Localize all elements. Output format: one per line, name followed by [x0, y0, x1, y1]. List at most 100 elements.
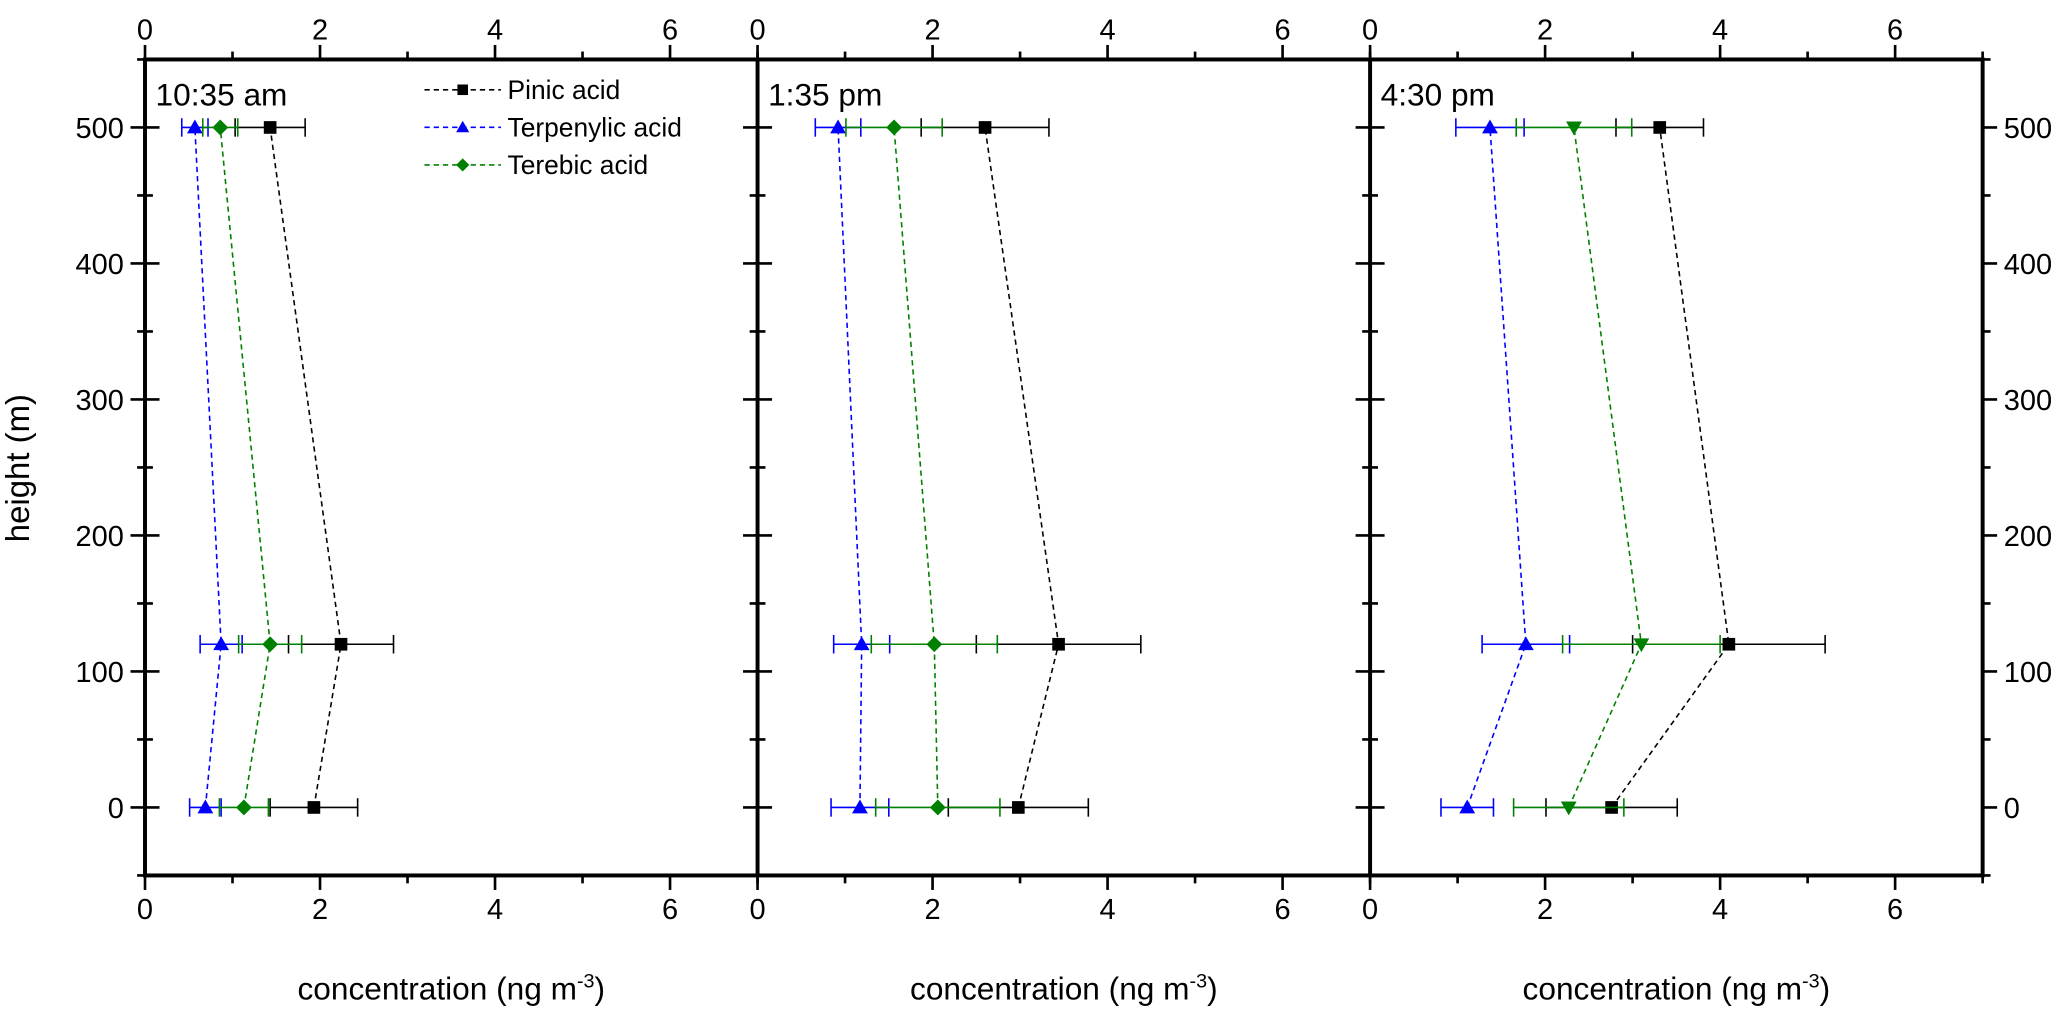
x-tick-label-top: 0 — [137, 15, 153, 47]
legend-label: Terpenylic acid — [508, 113, 682, 143]
data-point-triangle-down — [1633, 638, 1650, 653]
y-tick-label-right: 0 — [2004, 793, 2020, 825]
data-point-triangle-down — [1566, 121, 1582, 136]
series-terpenylic-acid — [814, 118, 891, 817]
data-point-square — [1653, 121, 1667, 134]
x-tick-label: 4 — [487, 894, 503, 926]
x-tick-label: 4 — [1712, 894, 1728, 926]
x-axis-label-end: ) — [595, 970, 606, 1006]
data-point-diamond — [212, 119, 229, 136]
x-tick-label: 2 — [924, 894, 940, 926]
x-axis-label-superscript: -3 — [1802, 970, 1820, 992]
x-tick-label-top: 0 — [1362, 15, 1378, 47]
x-tick-label: 0 — [749, 894, 765, 926]
plot-frame — [143, 57, 1985, 878]
y-tick-label-right: 300 — [2004, 385, 2052, 417]
data-point-square — [978, 121, 992, 134]
data-point-triangle-up — [1517, 636, 1534, 651]
series-line — [269, 127, 342, 808]
panel-title: 10:35 am — [156, 77, 288, 113]
y-tick-label-right: 200 — [2004, 521, 2052, 553]
data-point-triangle-up — [213, 636, 230, 651]
x-tick-label: 0 — [1362, 894, 1378, 926]
data-point-triangle-up — [852, 799, 868, 814]
data-point-square — [1052, 637, 1065, 651]
series-line — [893, 127, 939, 808]
x-tick-label: 6 — [1275, 894, 1291, 926]
series-line — [219, 127, 271, 808]
series-line — [1466, 127, 1527, 808]
data-point-square — [307, 801, 321, 814]
data-point-diamond — [929, 799, 946, 816]
y-tick-label: 0 — [108, 793, 124, 825]
legend: Pinic acid Terpenylic acid Terebic acid — [424, 75, 682, 180]
series-terebic-acid — [1512, 118, 1721, 817]
series-terebic-acid — [201, 118, 303, 817]
data-point-diamond — [926, 636, 943, 653]
data-point-square — [1011, 801, 1025, 814]
data-point-triangle-up — [853, 636, 870, 651]
data-point-diamond — [262, 636, 279, 653]
data-point-triangle-up — [186, 119, 203, 134]
x-tick-label-top: 6 — [1275, 15, 1291, 47]
series-terpenylic-acid — [1440, 118, 1571, 817]
y-tick-label-right: 100 — [2004, 657, 2052, 689]
y-tick-label-right: 400 — [2004, 249, 2052, 281]
series-pinic-acid — [920, 118, 1142, 817]
y-tick-label-right: 500 — [2004, 113, 2052, 145]
panel-title: 1:35 pm — [768, 77, 882, 113]
data-point-diamond — [886, 119, 902, 136]
data-point-triangle-down — [1560, 801, 1577, 816]
legend-label: Pinic acid — [508, 75, 621, 105]
series-line — [1568, 127, 1643, 808]
series-pinic-acid — [1545, 118, 1826, 817]
series-line — [837, 127, 863, 808]
series-line — [1610, 127, 1730, 808]
y-tick-label: 200 — [76, 521, 124, 553]
x-axis-label: concentration (ng m-3) — [297, 970, 605, 1006]
x-tick-label: 4 — [1100, 894, 1116, 926]
x-tick-label-top: 0 — [749, 15, 765, 47]
series-terpenylic-acid — [180, 118, 243, 817]
x-tick-label: 6 — [662, 894, 678, 926]
y-tick-label: 100 — [76, 657, 124, 689]
x-axis-label-superscript: -3 — [1190, 970, 1208, 992]
x-tick-label-top: 4 — [1100, 15, 1116, 47]
panel-title: 4:30 pm — [1381, 77, 1495, 113]
x-tick-label-top: 2 — [312, 15, 328, 47]
x-tick-label-top: 4 — [1712, 15, 1728, 47]
data-point-triangle-up — [197, 799, 214, 814]
x-tick-label: 0 — [137, 894, 153, 926]
x-tick-label-top: 6 — [1887, 15, 1903, 47]
y-tick-label: 300 — [76, 385, 124, 417]
x-tick-label: 2 — [312, 894, 328, 926]
data-point-diamond — [456, 158, 470, 172]
legend-label: Terebic acid — [508, 150, 649, 180]
series-line — [984, 127, 1060, 808]
data-point-diamond — [235, 799, 252, 816]
y-tick-label: 400 — [76, 249, 124, 281]
x-axis-label-superscript: -3 — [577, 970, 595, 992]
x-tick-label-top: 2 — [1537, 15, 1553, 47]
x-tick-label-top: 4 — [487, 15, 503, 47]
y-tick-label: 500 — [76, 113, 124, 145]
x-axis-label-end: ) — [1820, 970, 1831, 1006]
data-point-square — [1722, 637, 1736, 651]
x-axis-label: concentration (ng m-3) — [910, 970, 1218, 1006]
x-tick-label-top: 6 — [662, 15, 678, 47]
data-point-triangle-up — [1459, 799, 1476, 814]
data-point-triangle-up — [1482, 119, 1498, 134]
data-point-square — [334, 637, 348, 651]
data-point-triangle-up — [456, 120, 470, 133]
series-pinic-acid — [234, 118, 395, 817]
y-axis-label: height (m) — [0, 394, 36, 542]
x-axis-label-end: ) — [1207, 970, 1218, 1006]
x-tick-label: 2 — [1537, 894, 1553, 926]
x-tick-label: 6 — [1887, 894, 1903, 926]
x-axis-label: concentration (ng m-3) — [1523, 970, 1831, 1006]
x-tick-label-top: 2 — [924, 15, 940, 47]
data-point-square — [263, 121, 277, 134]
series-line — [194, 127, 222, 808]
data-point-square — [457, 84, 468, 96]
